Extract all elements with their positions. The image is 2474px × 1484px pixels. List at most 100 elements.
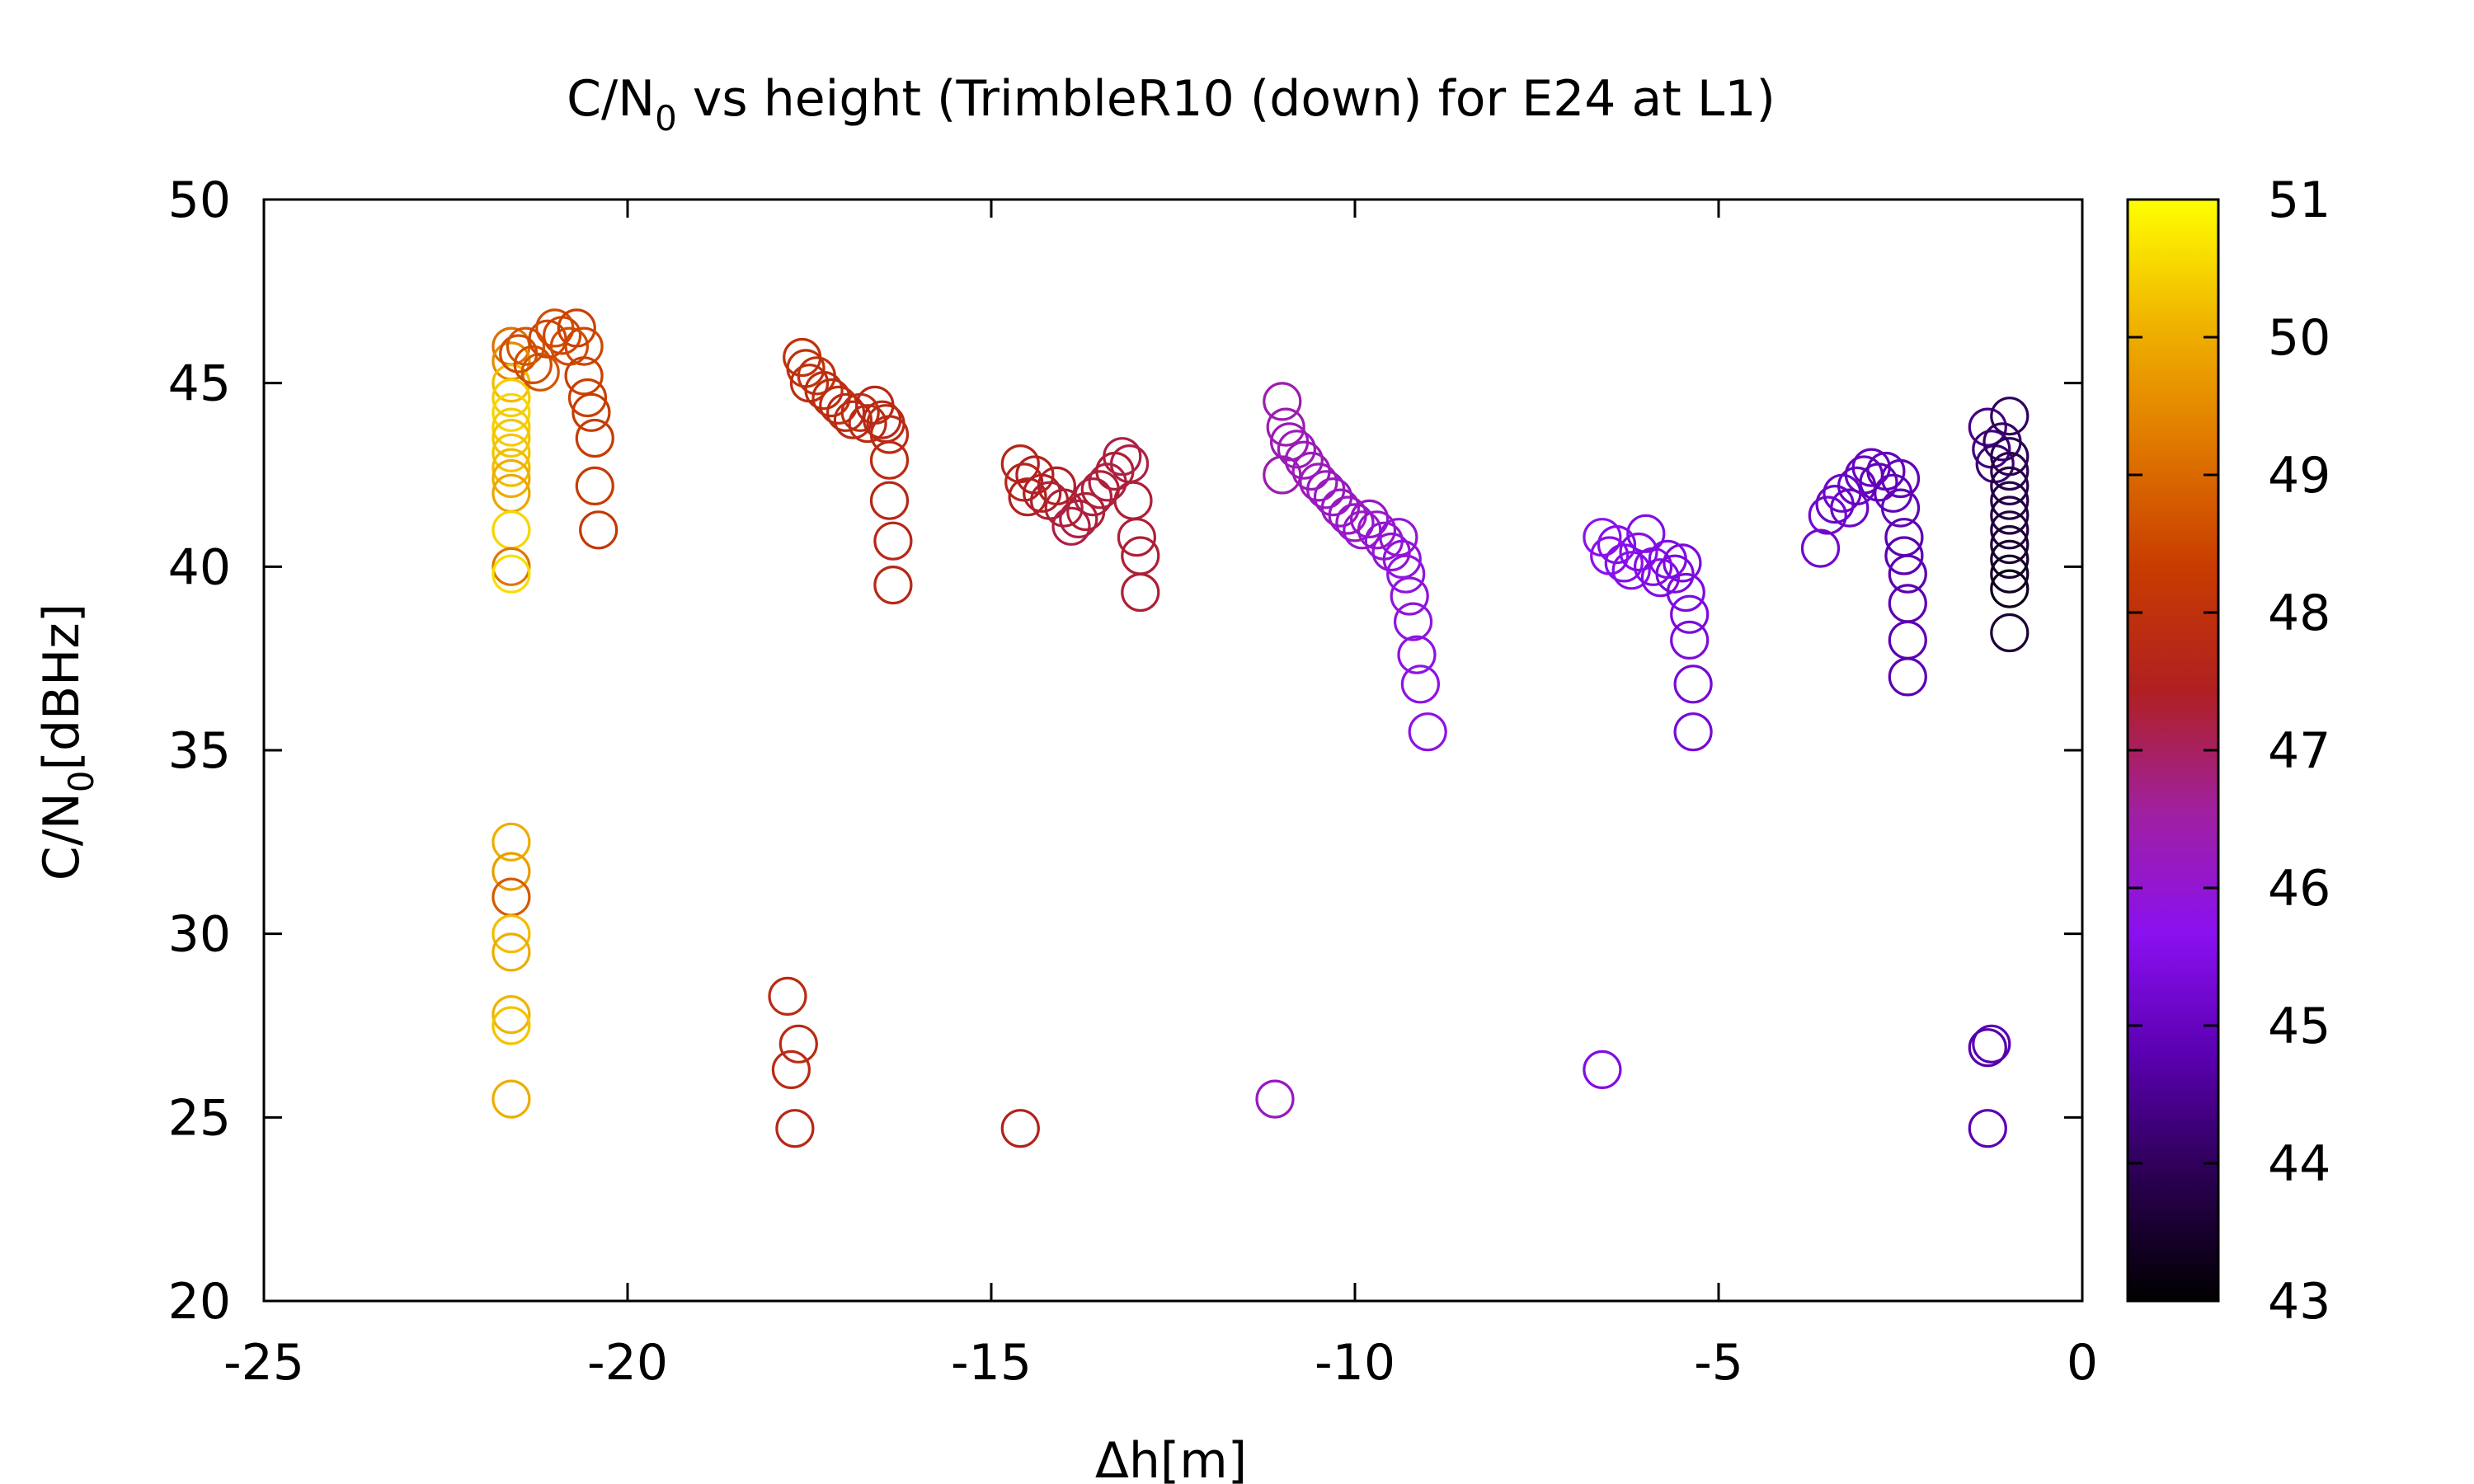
data-point (1655, 554, 1695, 594)
y-axis-label-subscript: 0 (61, 770, 101, 792)
data-point (1884, 536, 1924, 575)
data-point (1968, 1028, 2007, 1068)
data-point (492, 448, 531, 487)
data-point (1393, 602, 1433, 641)
data-point (492, 914, 531, 954)
colorbar-tick-label: 50 (2268, 309, 2331, 367)
x-axis-ticks: -25 -20 -15 -10 -5 0 (223, 200, 2098, 1392)
y-tick-label: 35 (168, 722, 231, 780)
data-point (771, 1050, 811, 1090)
data-point (1670, 620, 1710, 660)
chart-title-subscript: 0 (655, 98, 677, 139)
data-point (492, 852, 531, 891)
data-point (1266, 407, 1305, 447)
data-point (1073, 477, 1113, 517)
data-point (1037, 466, 1077, 506)
data-point (1888, 554, 1927, 594)
data-point (1990, 539, 2030, 580)
data-point (1263, 382, 1302, 421)
data-point (1888, 657, 1927, 697)
data-point (848, 404, 887, 444)
data-point (492, 554, 531, 594)
data-point (1990, 569, 2030, 608)
data-point (513, 345, 553, 384)
data-point (1830, 488, 1870, 528)
colorbar-tick-label: 47 (2268, 722, 2331, 780)
data-point (1299, 463, 1338, 502)
data-point (1597, 524, 1637, 565)
y-tick-label: 30 (168, 906, 231, 964)
data-point (1990, 466, 2030, 506)
data-point (1972, 1024, 2011, 1064)
data-point (1626, 514, 1666, 553)
data-point (869, 415, 910, 454)
data-point (1583, 1050, 1622, 1090)
x-axis-label: Δh[m] (1095, 1432, 1247, 1484)
data-point (1044, 488, 1084, 528)
data-point (833, 400, 873, 439)
data-point (873, 521, 913, 561)
data-point (506, 326, 546, 366)
data-point (1859, 463, 1898, 502)
x-tick-label: 0 (2067, 1334, 2098, 1392)
data-point (1990, 437, 2030, 477)
colorbar-tick-label: 49 (2268, 447, 2331, 505)
y-axis-label-prefix: C/N (33, 792, 91, 881)
data-point (492, 547, 531, 586)
scatter-points (492, 308, 2030, 1148)
colorbar-tick-label: 43 (2268, 1273, 2331, 1331)
y-tick-label: 40 (168, 538, 231, 596)
data-point (1968, 407, 2007, 447)
data-point (1008, 477, 1047, 517)
data-point (492, 407, 531, 447)
data-point (873, 565, 913, 605)
data-point (1611, 551, 1651, 590)
y-tick-label: 50 (168, 171, 231, 229)
data-point (1990, 613, 2030, 653)
data-point (1000, 1109, 1040, 1148)
data-point (768, 976, 807, 1017)
data-point (575, 418, 614, 458)
data-point (520, 352, 560, 392)
data-point (1640, 558, 1681, 598)
data-point (1390, 576, 1429, 616)
data-point (1990, 510, 2030, 550)
y-axis-ticks: 20 25 30 35 40 45 50 (168, 171, 2082, 1331)
data-point (492, 1079, 531, 1119)
colorbar-gradient (2126, 198, 2220, 1303)
data-point (1408, 712, 1447, 752)
data-point (1666, 572, 1705, 613)
data-point (1990, 524, 2030, 565)
data-point (492, 932, 531, 972)
colorbar-tick-label: 45 (2268, 998, 2331, 1055)
data-point (804, 371, 844, 411)
data-point (579, 510, 618, 550)
data-point (1000, 444, 1040, 484)
x-tick-label: -25 (223, 1334, 304, 1392)
y-tick-label: 45 (168, 355, 231, 413)
data-point (1800, 528, 1841, 568)
y-tick-label: 25 (168, 1089, 231, 1147)
data-point (1808, 495, 1847, 535)
colorbar-tick-label: 46 (2268, 860, 2331, 918)
data-point (564, 356, 604, 396)
data-point (564, 326, 604, 366)
data-point (1382, 539, 1422, 580)
data-point (1103, 437, 1142, 477)
data-point (1990, 397, 2030, 436)
data-point (1673, 712, 1713, 752)
chart-title-suffix: vs height (TrimbleR10 (down) for E24 at … (677, 70, 1776, 128)
data-point (1284, 440, 1324, 480)
data-point (492, 822, 531, 862)
data-point (1059, 499, 1098, 539)
data-point (1397, 635, 1437, 674)
data-point (492, 378, 531, 418)
data-point (492, 994, 531, 1035)
data-point (1343, 510, 1382, 550)
plot-area: -25 -20 -15 -10 -5 0 20 25 30 35 40 45 50 (168, 171, 2098, 1392)
data-point (1663, 543, 1702, 583)
data-point (1670, 594, 1710, 634)
data-point (571, 392, 611, 432)
